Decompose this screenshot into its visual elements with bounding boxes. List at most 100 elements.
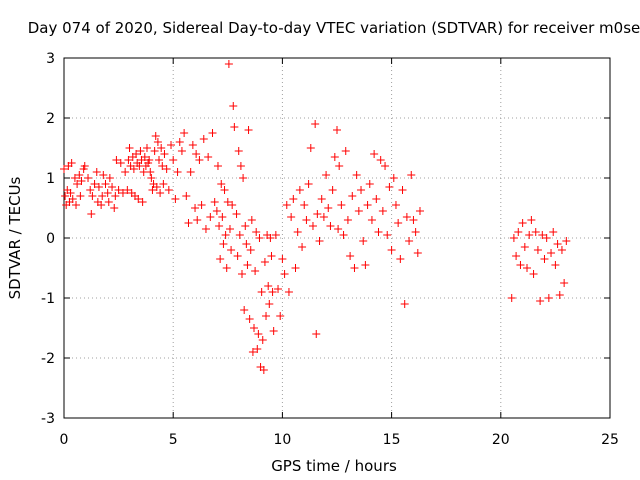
data-point	[289, 195, 298, 203]
chart-title: Day 074 of 2020, Sidereal Day-to-day VTE…	[28, 19, 640, 37]
data-point	[304, 180, 313, 188]
data-point	[240, 306, 249, 314]
data-point	[354, 207, 363, 215]
y-axis-label: SDTVAR / TECUs	[6, 176, 24, 299]
data-point	[544, 294, 553, 302]
data-point	[387, 246, 396, 254]
data-point	[407, 171, 416, 179]
y-tick-label: -2	[41, 351, 55, 367]
data-point	[195, 156, 204, 164]
data-point	[70, 174, 79, 182]
data-point	[142, 144, 151, 152]
data-point	[169, 156, 178, 164]
data-point	[394, 219, 403, 227]
data-point	[76, 192, 85, 200]
data-point	[370, 150, 379, 158]
data-point	[232, 210, 241, 218]
data-point	[247, 216, 256, 224]
data-point	[260, 258, 269, 266]
data-point	[302, 216, 311, 224]
data-point	[531, 228, 540, 236]
data-point	[180, 129, 189, 137]
data-point	[536, 297, 545, 305]
data-point	[68, 195, 77, 203]
data-point	[328, 186, 337, 194]
data-point	[199, 135, 208, 143]
data-point	[228, 201, 237, 209]
data-points	[60, 60, 571, 374]
data-point	[173, 168, 182, 176]
data-point	[389, 174, 398, 182]
data-point	[255, 234, 264, 242]
data-point	[293, 228, 302, 236]
x-tick-label: 15	[383, 432, 401, 448]
data-point	[391, 201, 400, 209]
data-point	[400, 300, 409, 308]
data-point	[350, 264, 359, 272]
data-point	[560, 279, 569, 287]
data-point	[99, 171, 108, 179]
x-tick-label: 25	[601, 432, 619, 448]
data-point	[236, 162, 245, 170]
data-point	[555, 291, 564, 299]
data-point	[124, 156, 133, 164]
data-point	[193, 216, 202, 224]
y-tick-label: -3	[41, 411, 55, 427]
data-point	[341, 147, 350, 155]
data-point	[171, 195, 180, 203]
data-point	[507, 294, 516, 302]
data-point	[121, 168, 130, 176]
data-point	[159, 180, 168, 188]
data-point	[518, 219, 527, 227]
x-tick-label: 0	[60, 432, 69, 448]
data-point	[103, 189, 112, 197]
data-point	[204, 153, 213, 161]
data-point	[514, 228, 523, 236]
data-point	[549, 228, 558, 236]
data-point	[248, 348, 257, 356]
data-point	[148, 186, 157, 194]
data-point	[251, 267, 260, 275]
data-point	[533, 246, 542, 254]
data-point	[218, 213, 227, 221]
data-point	[220, 186, 229, 194]
data-point	[525, 231, 534, 239]
data-point	[317, 195, 326, 203]
axis-ticks: 0 5 10 15 20 25 -3 -2 -1 0 1 2 3	[41, 51, 619, 448]
data-point	[156, 189, 165, 197]
data-point	[363, 201, 372, 209]
data-point	[208, 129, 217, 137]
data-point	[253, 345, 262, 353]
x-axis-label: GPS time / hours	[271, 457, 397, 475]
data-point	[542, 234, 551, 242]
data-point	[221, 231, 230, 239]
data-point	[254, 330, 263, 338]
data-point	[282, 201, 291, 209]
data-point	[306, 144, 315, 152]
data-point	[315, 237, 324, 245]
data-point	[177, 147, 186, 155]
data-point	[162, 165, 171, 173]
data-point	[383, 231, 392, 239]
data-point	[242, 240, 251, 248]
data-point	[365, 180, 374, 188]
data-point	[92, 168, 101, 176]
data-point	[357, 186, 366, 194]
data-point	[244, 126, 253, 134]
data-point	[105, 174, 114, 182]
data-point	[409, 216, 418, 224]
data-point	[108, 183, 117, 191]
data-point	[138, 198, 147, 206]
data-point	[111, 192, 120, 200]
data-point	[157, 144, 166, 152]
data-point	[184, 219, 193, 227]
data-point	[313, 210, 322, 218]
data-point	[158, 162, 167, 170]
data-point	[262, 312, 271, 320]
data-point	[348, 192, 357, 200]
data-point	[241, 222, 250, 230]
data-point	[224, 60, 233, 68]
data-point	[551, 261, 560, 269]
data-point	[250, 324, 259, 332]
data-point	[278, 255, 287, 263]
